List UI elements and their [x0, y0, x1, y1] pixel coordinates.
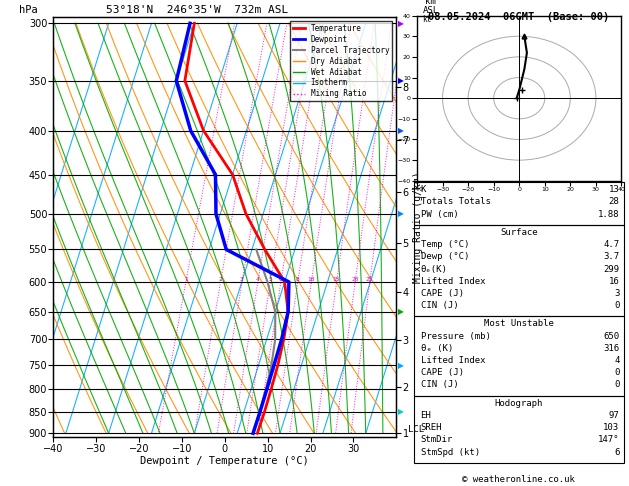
Text: ▶: ▶ — [398, 407, 404, 417]
Text: Lifted Index: Lifted Index — [421, 277, 485, 286]
Text: Dewp (°C): Dewp (°C) — [421, 252, 469, 261]
Legend: Temperature, Dewpoint, Parcel Trajectory, Dry Adiabat, Wet Adiabat, Isotherm, Mi: Temperature, Dewpoint, Parcel Trajectory… — [290, 21, 392, 102]
Text: km
ASL: km ASL — [423, 0, 439, 15]
Text: Pressure (mb): Pressure (mb) — [421, 331, 491, 341]
Text: ▶: ▶ — [398, 126, 404, 135]
Text: kt: kt — [422, 15, 431, 24]
Text: 3: 3 — [240, 278, 244, 282]
Text: CAPE (J): CAPE (J) — [421, 289, 464, 298]
Text: ▶: ▶ — [398, 361, 404, 370]
Text: 8: 8 — [296, 278, 299, 282]
Text: 3.7: 3.7 — [603, 252, 620, 261]
Text: 10: 10 — [308, 278, 315, 282]
Text: 2: 2 — [219, 278, 222, 282]
Text: θₑ(K): θₑ(K) — [421, 264, 447, 274]
Text: 13: 13 — [609, 185, 620, 194]
Text: 6: 6 — [279, 278, 282, 282]
Text: hPa: hPa — [19, 5, 38, 15]
Text: ▶: ▶ — [398, 76, 404, 86]
Bar — [414, 225, 624, 316]
Text: LCL: LCL — [408, 425, 425, 434]
Text: 0: 0 — [614, 368, 620, 377]
Text: 4.7: 4.7 — [603, 240, 620, 249]
Text: 147°: 147° — [598, 435, 620, 444]
Text: 4: 4 — [614, 356, 620, 365]
Text: Surface: Surface — [500, 228, 538, 237]
Text: 15: 15 — [333, 278, 340, 282]
Text: PW (cm): PW (cm) — [421, 209, 458, 219]
Text: 4: 4 — [256, 278, 260, 282]
Text: ▶: ▶ — [398, 209, 404, 218]
Text: Totals Totals: Totals Totals — [421, 197, 491, 207]
Text: Hodograph: Hodograph — [495, 399, 543, 408]
Text: 3: 3 — [614, 289, 620, 298]
Text: ▶: ▶ — [398, 19, 404, 28]
Text: StmSpd (kt): StmSpd (kt) — [421, 448, 480, 456]
Y-axis label: Mixing Ratio (g/kg): Mixing Ratio (g/kg) — [413, 172, 423, 283]
Text: 1.88: 1.88 — [598, 209, 620, 219]
Text: 650: 650 — [603, 331, 620, 341]
Text: Temp (°C): Temp (°C) — [421, 240, 469, 249]
Text: 08.05.2024  06GMT  (Base: 00): 08.05.2024 06GMT (Base: 00) — [428, 12, 610, 22]
Text: 0: 0 — [614, 301, 620, 310]
Text: EH: EH — [421, 411, 431, 420]
Text: SREH: SREH — [421, 423, 442, 432]
Text: © weatheronline.co.uk: © weatheronline.co.uk — [462, 474, 576, 484]
X-axis label: Dewpoint / Temperature (°C): Dewpoint / Temperature (°C) — [140, 456, 309, 467]
Text: StmDir: StmDir — [421, 435, 453, 444]
Text: Lifted Index: Lifted Index — [421, 356, 485, 365]
Text: 25: 25 — [366, 278, 374, 282]
Text: ▶: ▶ — [398, 307, 404, 316]
Text: 1: 1 — [184, 278, 187, 282]
Text: 97: 97 — [609, 411, 620, 420]
Text: CIN (J): CIN (J) — [421, 381, 458, 389]
Bar — [414, 182, 624, 225]
Text: 53°18'N  246°35'W  732m ASL: 53°18'N 246°35'W 732m ASL — [106, 4, 289, 15]
Text: 316: 316 — [603, 344, 620, 353]
Text: K: K — [421, 185, 426, 194]
Text: 103: 103 — [603, 423, 620, 432]
Text: 299: 299 — [603, 264, 620, 274]
Text: θₑ (K): θₑ (K) — [421, 344, 453, 353]
Text: 20: 20 — [351, 278, 359, 282]
Bar — [414, 316, 624, 396]
Text: 6: 6 — [614, 448, 620, 456]
Text: Most Unstable: Most Unstable — [484, 319, 554, 329]
Text: 16: 16 — [609, 277, 620, 286]
Text: 28: 28 — [609, 197, 620, 207]
Bar — [414, 396, 624, 463]
Text: 0: 0 — [614, 381, 620, 389]
Text: 5: 5 — [269, 278, 272, 282]
Text: CAPE (J): CAPE (J) — [421, 368, 464, 377]
Text: CIN (J): CIN (J) — [421, 301, 458, 310]
